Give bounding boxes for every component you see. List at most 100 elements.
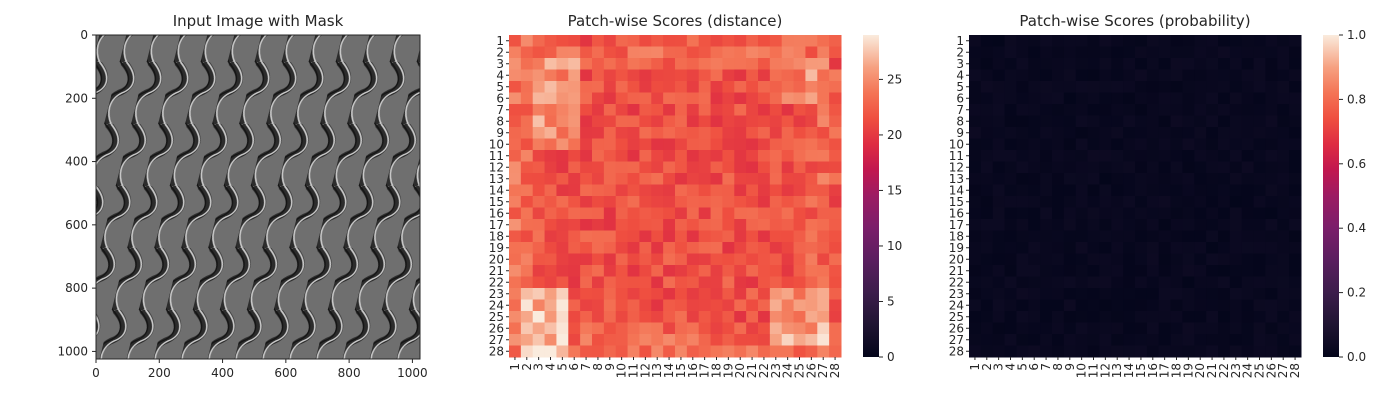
heatmap-cell <box>698 230 712 243</box>
heatmap-cell <box>1253 196 1266 208</box>
heatmap-cell <box>734 219 747 231</box>
heatmap-cell <box>1087 253 1100 266</box>
heatmap-cell <box>663 196 676 208</box>
heatmap-cell <box>1253 92 1266 105</box>
heatmap-cell <box>980 207 994 220</box>
heatmap-cell <box>686 104 700 116</box>
heatmap-cell <box>509 150 522 162</box>
heatmap-cell <box>980 242 994 254</box>
heatmap-cell <box>1277 150 1290 162</box>
heatmap-cell <box>1206 242 1219 254</box>
heatmap-cell <box>1004 265 1017 277</box>
heatmap-cell <box>746 58 759 70</box>
heatmap-cell <box>532 35 546 47</box>
heatmap-cell <box>1099 35 1112 47</box>
heatmap-cell <box>746 161 759 174</box>
heatmap-cell <box>793 92 806 105</box>
heatmap-cell <box>1182 242 1195 254</box>
heatmap-x-tick-label: 21 <box>1205 363 1219 378</box>
probability-colorbar-ticks: 0.00.20.40.60.81.0 <box>1339 28 1366 364</box>
heatmap-cell <box>509 276 522 289</box>
heatmap-cell <box>568 138 581 151</box>
heatmap-cell <box>651 345 664 358</box>
heatmap-cell <box>710 161 723 174</box>
heatmap-cell <box>793 196 806 208</box>
heatmap-cell <box>1289 276 1302 289</box>
heatmap-cell <box>1052 345 1065 358</box>
heatmap-cell <box>686 276 700 289</box>
heatmap-cell <box>1253 322 1266 335</box>
heatmap-cell <box>769 115 783 128</box>
heatmap-cell <box>603 58 617 70</box>
heatmap-cell <box>1075 242 1089 254</box>
heatmap-cell <box>580 311 593 323</box>
heatmap-cell <box>1146 242 1160 254</box>
heatmap-cell <box>1218 173 1231 185</box>
heatmap-cell <box>1111 104 1124 116</box>
image-y-tick-label: 600 <box>65 218 88 232</box>
heatmap-cell <box>556 219 569 231</box>
distance-heatmap-cells <box>509 35 842 358</box>
heatmap-cell <box>1087 322 1100 335</box>
heatmap-cell <box>1028 138 1041 151</box>
heatmap-cell <box>1229 276 1243 289</box>
heatmap-cell <box>615 219 629 231</box>
heatmap-cell <box>980 345 994 358</box>
heatmap-cell <box>781 322 795 335</box>
heatmap-cell <box>509 161 522 174</box>
heatmap-cell <box>1063 81 1077 93</box>
heatmap-cell <box>520 81 534 93</box>
heatmap-cell <box>520 196 534 208</box>
heatmap-cell <box>568 58 581 70</box>
heatmap-cell <box>1111 196 1124 208</box>
heatmap-cell <box>769 58 783 70</box>
heatmap-cell <box>698 104 712 116</box>
heatmap-y-tick-label: 8 <box>496 114 504 128</box>
heatmap-cell <box>1040 253 1053 266</box>
heatmap-cell <box>1099 81 1112 93</box>
heatmap-cell <box>746 276 759 289</box>
heatmap-cell <box>532 265 546 277</box>
heatmap-cell <box>1289 334 1302 346</box>
heatmap-cell <box>1016 207 1029 220</box>
heatmap-cell <box>1265 322 1278 335</box>
heatmap-cell <box>781 46 795 59</box>
heatmap-cell <box>544 253 557 266</box>
heatmap-cell <box>734 230 747 243</box>
heatmap-cell <box>568 150 581 162</box>
heatmap-cell <box>781 334 795 346</box>
heatmap-cell <box>1075 92 1089 105</box>
heatmap-cell <box>556 230 569 243</box>
heatmap-cell <box>1063 253 1077 266</box>
heatmap-cell <box>615 299 629 312</box>
heatmap-cell <box>651 184 664 197</box>
heatmap-cell <box>1277 219 1290 231</box>
heatmap-cell <box>1182 207 1195 220</box>
heatmap-cell <box>1170 138 1183 151</box>
heatmap-cell <box>1182 81 1195 93</box>
heatmap-cell <box>1253 127 1266 139</box>
heatmap-cell <box>520 58 534 70</box>
heatmap-cell <box>1229 58 1243 70</box>
heatmap-cell <box>992 265 1006 277</box>
heatmap-cell <box>992 58 1006 70</box>
heatmap-cell <box>734 253 747 266</box>
heatmap-y-tick-label: 19 <box>949 241 964 255</box>
heatmap-cell <box>580 104 593 116</box>
heatmap-cell <box>805 299 818 312</box>
heatmap-cell <box>1111 242 1124 254</box>
heatmap-cell <box>1194 265 1207 277</box>
heatmap-cell <box>592 276 605 289</box>
heatmap-cell <box>1253 173 1266 185</box>
heatmap-cell <box>1028 150 1041 162</box>
heatmap-cell <box>793 288 806 300</box>
heatmap-cell <box>805 127 818 139</box>
heatmap-cell <box>532 173 546 185</box>
heatmap-cell <box>734 299 747 312</box>
heatmap-cell <box>1229 196 1243 208</box>
heatmap-cell <box>651 81 664 93</box>
heatmap-cell <box>1229 115 1243 128</box>
probability-colorbar <box>1323 35 1339 357</box>
heatmap-cell <box>568 173 581 185</box>
